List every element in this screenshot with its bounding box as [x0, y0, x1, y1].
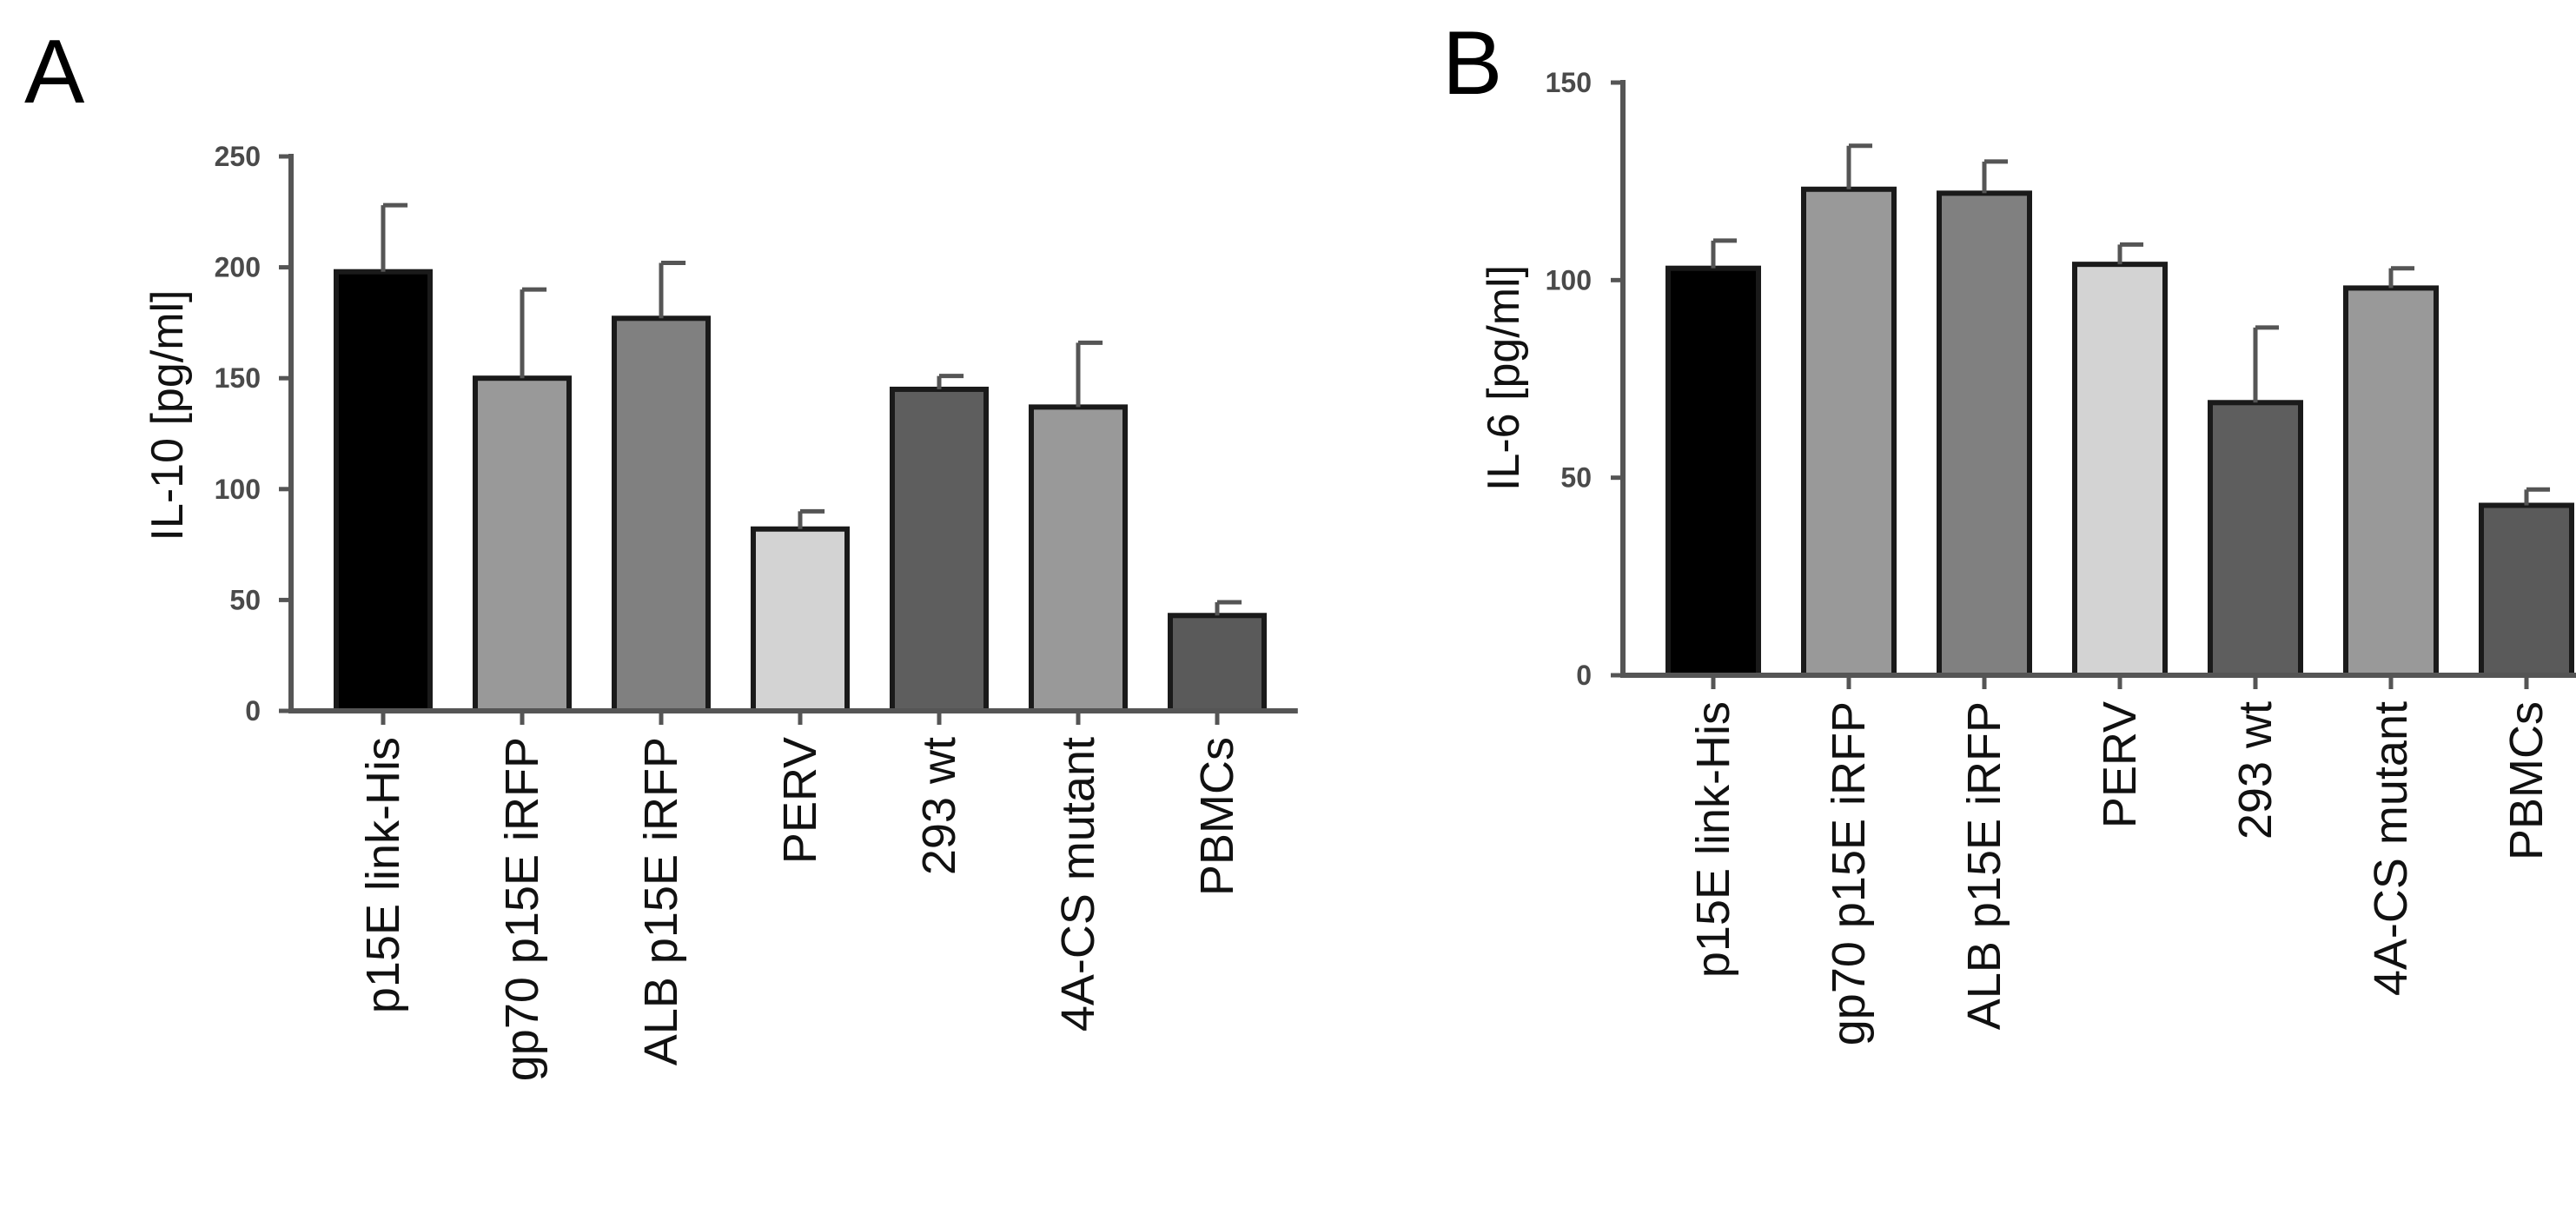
x-tick-label: 293 wt: [913, 737, 965, 875]
error-bar: [381, 202, 408, 272]
error-bars-a: [381, 202, 1242, 616]
panel-b: B IL-6 [pg/ml] 0 50 100 150 p15E link-His gp…: [1442, 13, 2576, 1045]
bars-a: [334, 269, 1267, 714]
error-bar: [2253, 325, 2280, 403]
panel-label-b: B: [1442, 13, 1502, 114]
x-ticks-a: p15E link-His gp70 p15E iRFP ALB p15E iRFP…: [357, 711, 1243, 1081]
y-tick-label: 0: [1576, 660, 1592, 691]
error-bar: [2388, 266, 2415, 289]
axes-a: [288, 154, 1298, 713]
axes-b: [1620, 80, 2576, 678]
y-tick-label: 150: [1546, 67, 1592, 98]
error-bar: [1711, 238, 1738, 269]
error-bar: [520, 287, 547, 379]
error-bar: [1076, 340, 1103, 408]
bar: [1665, 265, 1761, 678]
bar: [473, 375, 572, 713]
bar: [2072, 262, 2168, 678]
bar: [1801, 186, 1897, 678]
bar: [2343, 285, 2439, 678]
y-tick-label: 250: [215, 141, 261, 172]
y-ticks-b: 0 50 100 150: [1546, 67, 1623, 691]
y-ticks-a: 0 50 100 150 200 250: [215, 141, 291, 727]
x-tick-label: 293 wt: [2229, 701, 2281, 839]
x-tick-label: gp70 p15E iRFP: [1823, 701, 1875, 1045]
x-tick-label: PERV: [2094, 701, 2146, 828]
x-tick-label: PERV: [774, 737, 826, 864]
y-tick-label: 100: [215, 474, 261, 505]
x-tick-label: ALB p15E iRFP: [635, 737, 687, 1065]
x-tick-label: p15E link-His: [357, 737, 409, 1013]
y-axis-label-a: IL-10 [pg/ml]: [142, 289, 193, 541]
error-bar: [2524, 487, 2551, 506]
y-axis-label-b: IL-6 [pg/ml]: [1479, 265, 1529, 491]
y-tick-label: 50: [1560, 462, 1592, 494]
error-bar: [659, 260, 686, 319]
bar: [612, 315, 711, 713]
error-bar: [798, 508, 825, 529]
x-tick-label: 4A-CS mutant: [1052, 737, 1104, 1032]
bar: [1937, 190, 2032, 679]
x-tick-label: ALB p15E iRFP: [1958, 701, 2010, 1030]
bar: [2479, 502, 2574, 679]
error-bar: [2117, 242, 2144, 265]
y-tick-label: 0: [245, 695, 261, 727]
error-bar: [1846, 143, 1873, 189]
x-tick-label: gp70 p15E iRFP: [496, 737, 548, 1081]
error-bar: [1982, 159, 2009, 194]
y-tick-label: 100: [1546, 264, 1592, 295]
y-tick-label: 200: [215, 252, 261, 283]
error-bar: [1215, 600, 1242, 616]
y-tick-label: 50: [229, 584, 261, 615]
bar: [334, 269, 433, 713]
error-bar: [937, 374, 964, 389]
x-tick-label: PBMCs: [1191, 737, 1243, 896]
bar: [1168, 613, 1267, 713]
bar: [2208, 400, 2303, 678]
bar: [890, 386, 989, 713]
x-tick-label: PBMCs: [2500, 701, 2553, 860]
panel-a: A IL-10 [pg/ml] 0 50 100 150 200 250 p15E lin…: [24, 22, 1298, 1081]
bar: [751, 526, 850, 714]
error-bars-b: [1711, 143, 2551, 506]
x-tick-label: p15E link-His: [1687, 701, 1739, 978]
panel-label-a: A: [24, 22, 85, 123]
x-ticks-b: p15E link-His gp70 p15E iRFP ALB p15E iRFP…: [1687, 675, 2553, 1045]
bar: [1029, 404, 1128, 713]
x-tick-label: 4A-CS mutant: [2365, 701, 2417, 996]
y-tick-label: 150: [215, 362, 261, 394]
